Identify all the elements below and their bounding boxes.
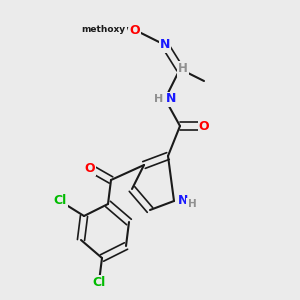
Text: methoxy: methoxy [81,25,129,35]
Text: N: N [166,92,176,106]
Text: Cl: Cl [92,275,106,289]
Text: Cl: Cl [53,194,67,208]
Text: N: N [178,194,188,208]
Text: H: H [188,199,196,209]
Text: O: O [199,119,209,133]
Text: N: N [160,38,170,52]
Text: O: O [85,161,95,175]
Text: H: H [154,94,164,104]
Text: H: H [178,62,188,76]
Text: methoxy: methoxy [81,26,126,34]
Text: O: O [130,23,140,37]
